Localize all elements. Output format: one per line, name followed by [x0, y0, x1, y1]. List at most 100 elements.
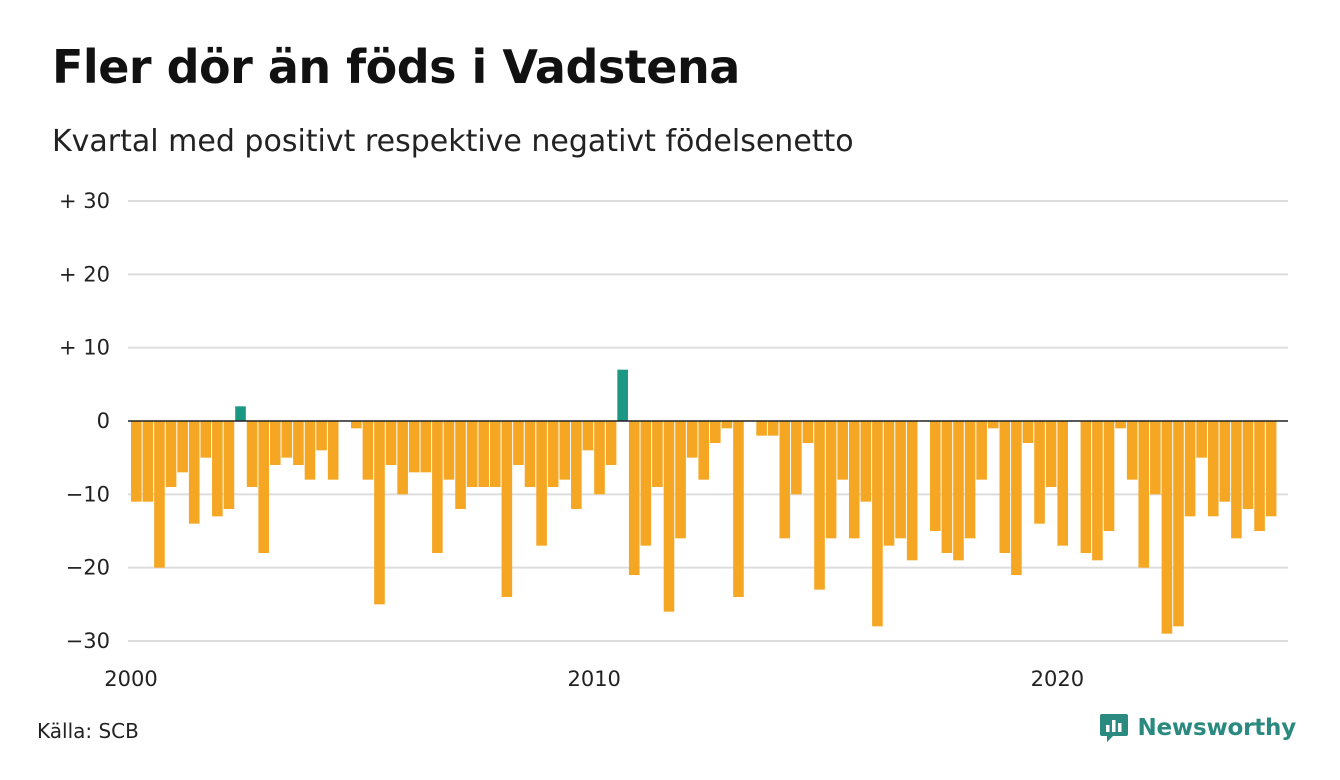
y-axis-ticks: + 30 + 20 + 10 0 −10 −20 −30 [59, 189, 110, 653]
bar-negative [733, 421, 744, 597]
y-tick-label: + 20 [59, 262, 110, 286]
y-tick-label: + 30 [59, 189, 110, 213]
bar-negative [1115, 421, 1126, 429]
bar-negative [327, 421, 339, 480]
bar-negative [848, 421, 860, 539]
bar-negative [860, 421, 872, 502]
brand-name: Newsworthy [1137, 715, 1296, 741]
bar-negative [165, 421, 177, 487]
bar-negative [594, 421, 605, 495]
bar-negative [756, 421, 767, 436]
bar-negative [1103, 421, 1115, 531]
bar-negative [293, 421, 304, 465]
bar-negative [1034, 421, 1045, 524]
bar-negative [640, 421, 652, 546]
bar-negative [397, 421, 408, 495]
bar-negative [478, 421, 489, 487]
bar-negative [513, 421, 524, 465]
y-tick-label: + 10 [59, 336, 110, 360]
bar-negative [142, 421, 154, 502]
x-tick-label: 2010 [567, 667, 620, 691]
bar-negative [1242, 421, 1254, 509]
bar-negative [1092, 421, 1103, 561]
bar-negative [883, 421, 895, 546]
y-tick-label: −20 [66, 556, 110, 580]
bar-negative [1196, 421, 1207, 458]
bar-negative [814, 421, 825, 590]
bar-negative [1126, 421, 1138, 480]
bar-negative [779, 421, 791, 539]
bar-negative [987, 421, 999, 429]
source-note: Källa: SCB [37, 719, 139, 743]
bar-negative [177, 421, 188, 473]
bar-negative [663, 421, 675, 612]
bar-negative [895, 421, 906, 539]
bar-negative [374, 421, 385, 605]
bar-negative [686, 421, 698, 458]
bar-negative [999, 421, 1011, 553]
bar-negative [188, 421, 200, 524]
bar-negative [385, 421, 397, 465]
bar-negative [767, 421, 779, 436]
bar-negative [489, 421, 501, 487]
bar-negative [223, 421, 235, 509]
bar-negative [698, 421, 710, 480]
bar-negative [964, 421, 976, 539]
bar-negative [802, 421, 814, 443]
bar-negative [605, 421, 617, 465]
bar-negative [825, 421, 837, 539]
bar-negative [351, 421, 362, 429]
bar-negative [200, 421, 212, 458]
bar-negative [721, 421, 733, 429]
bar-negative [791, 421, 802, 495]
chart-subtitle: Kvartal med positivt respektive negativt… [52, 124, 854, 159]
bar-negative [1265, 421, 1277, 517]
bar-negative [1138, 421, 1150, 568]
bar-negative [131, 421, 142, 502]
bar-negative [930, 421, 941, 531]
bar-negative [524, 421, 536, 487]
bar-negative [455, 421, 466, 509]
bar-negative [466, 421, 478, 487]
bar-negative [953, 421, 964, 561]
bar-negative [304, 421, 316, 480]
bar-negative [420, 421, 432, 473]
bar-negative [1045, 421, 1057, 487]
x-tick-label: 2000 [104, 667, 157, 691]
bar-negative [281, 421, 293, 458]
bar-chart: + 30 + 20 + 10 0 −10 −20 −30 2000 2010 2020 [59, 189, 1288, 691]
bar-negative [536, 421, 547, 546]
bar-negative [1254, 421, 1265, 531]
bar-negative [1150, 421, 1161, 495]
bar-negative [269, 421, 281, 465]
bar-negative [1219, 421, 1231, 502]
bar-negative [212, 421, 223, 517]
x-tick-label: 2020 [1031, 667, 1084, 691]
bar-negative [710, 421, 721, 443]
newsworthy-logo-icon [1100, 714, 1129, 742]
bar-negative [1173, 421, 1184, 627]
bar-negative [976, 421, 987, 480]
brand-logo[interactable]: Newsworthy [1099, 712, 1296, 744]
bar-negative [906, 421, 918, 561]
bar-negative [362, 421, 374, 480]
bar-negative [1207, 421, 1219, 517]
bar-negative [443, 421, 455, 480]
bar-negative [872, 421, 883, 627]
bar-negative [941, 421, 953, 553]
y-tick-label: 0 [97, 409, 110, 433]
bar-negative [1161, 421, 1173, 634]
bar-negative [559, 421, 571, 480]
x-axis-ticks: 2000 2010 2020 [104, 667, 1084, 691]
bar-negative [675, 421, 686, 539]
bar-negative [1057, 421, 1068, 546]
bar-negative [1080, 421, 1092, 553]
bar-negative [582, 421, 594, 451]
y-tick-label: −10 [66, 482, 110, 506]
chart-title: Fler dör än föds i Vadstena [52, 40, 740, 94]
bar-negative [837, 421, 848, 480]
bar-negative [547, 421, 559, 487]
bar-positive [617, 369, 628, 421]
bar-negative [246, 421, 258, 487]
bar-negative [316, 421, 327, 451]
